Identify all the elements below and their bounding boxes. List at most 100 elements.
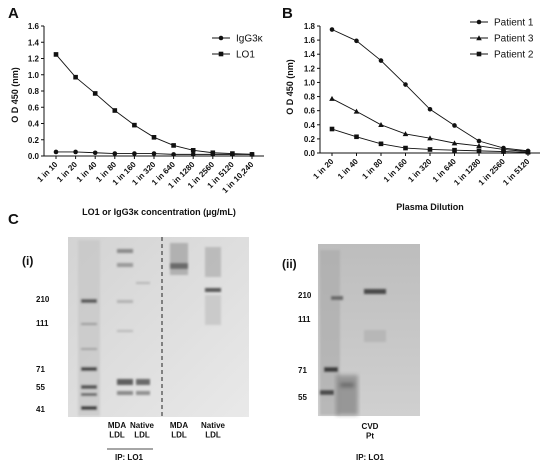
- chart-b-ylabel: O D 450 (nm): [285, 59, 295, 115]
- chartB-point: [427, 135, 433, 141]
- chartB-ytick-label: 1.4: [304, 50, 316, 59]
- chartB-ytick-label: 1.2: [304, 64, 316, 73]
- chartB-ytick-label: 0.2: [304, 135, 316, 144]
- chartB-point: [378, 58, 384, 63]
- chartB-point: [329, 27, 335, 32]
- chartA-xtick-label: 1 in 10: [35, 160, 59, 184]
- chartA-point: [230, 151, 235, 156]
- chartA-xtick-label: 1 in 40: [75, 160, 99, 184]
- chartB-ytick-label: 0.8: [304, 93, 316, 102]
- chart-b-xlabel: Plasma Dilution: [396, 202, 464, 212]
- chart-a-axes: 0.0 0.2 0.4 0.6 0.8 1.0 1.2 1.4 1.6 1 in 101 in 2…: [28, 22, 264, 195]
- chartB-ytick-label: 1.6: [304, 36, 316, 45]
- gel-i-lane-label: Native LDL: [130, 421, 155, 440]
- gel-ii-ip-label: IP: LO1: [356, 453, 385, 462]
- chartB-point: [378, 121, 384, 127]
- chartB-legend-label: Patient 2: [494, 50, 534, 61]
- chartA-point: [151, 135, 157, 140]
- gel-ii-lane-cvd: [364, 289, 386, 342]
- chartB-point: [501, 149, 506, 154]
- chartB-series-line-1: [331, 98, 529, 153]
- chart-a-marks: [53, 52, 255, 157]
- panel-label-b: B: [282, 5, 293, 22]
- chartB-point: [452, 147, 457, 153]
- chartB-legend-label: Patient 3: [494, 34, 534, 45]
- gel-ii-marker-55: 55: [298, 393, 307, 402]
- chartB-legend-label: Patient 1: [494, 18, 534, 29]
- chartB-point: [452, 123, 457, 128]
- gel-ii-marker-210: 210: [298, 291, 312, 300]
- chartA-point: [73, 149, 78, 155]
- chartA-ytick-label: 0.0: [28, 152, 40, 161]
- chartB-xtick-label: 1 in 20: [311, 157, 335, 181]
- chart-b: 0.00.20.40.60.81.01.21.41.61.81 in 20 1 i…: [285, 18, 540, 212]
- chart-b-legend: Patient 1 Patient 3 Patient 2: [470, 18, 534, 61]
- chartA-point: [210, 150, 216, 156]
- chartA-xtick-label: 1 in 20: [55, 160, 79, 184]
- panel-label-a: A: [8, 5, 19, 22]
- gel-ii: (ii) 210 111 71 55 CVD Pt IP: LO1: [282, 244, 420, 462]
- chartA-ytick-label: 0.2: [28, 136, 40, 145]
- chartA-ytick-label: 0.4: [28, 120, 40, 129]
- chartB-point: [354, 134, 359, 140]
- gel-i: (i): [22, 237, 249, 462]
- chartB-ytick-label: 1.0: [304, 78, 316, 87]
- chartB-point: [476, 138, 482, 144]
- chartA-point: [132, 151, 137, 156]
- chartA-point: [53, 52, 59, 57]
- chart-b-axes: 0.00.20.40.60.81.01.21.41.61.81 in 20 1 i…: [304, 22, 540, 187]
- chartA-legend-label: IgG3κ: [236, 34, 264, 45]
- chartA-point: [171, 152, 176, 157]
- gel-ii-lane-blur: [336, 375, 358, 415]
- chartB-xtick-label: 1 in 5120: [501, 157, 532, 188]
- chartB-point: [402, 131, 409, 137]
- chartB-point: [476, 143, 482, 149]
- chartB-xtick-label: 1 in 320: [406, 157, 434, 185]
- gel-i-lane-native-ip: [136, 282, 150, 395]
- chartA-legend-marker: [218, 35, 224, 41]
- chartB-legend-marker: [476, 51, 482, 57]
- chart-a-legend: IgG3κ LO1: [212, 34, 264, 61]
- chartA-point: [92, 150, 98, 156]
- gel-i-lane-native-input: [205, 247, 221, 325]
- chart-a-ylabel: O D 450 (nm): [10, 67, 20, 123]
- chartB-point: [427, 106, 433, 112]
- chartA-ytick-label: 1.0: [28, 71, 40, 80]
- chartB-point: [451, 140, 458, 146]
- chartA-point: [73, 74, 78, 80]
- chartB-xtick-label: 1 in 40: [336, 157, 360, 181]
- gel-i-marker-55: 55: [36, 383, 45, 392]
- gel-i-label: (i): [22, 254, 33, 268]
- chart-a-xlabel: LO1 or IgG3κ concentration (µg/mL): [82, 207, 236, 217]
- chart-b-marks: [329, 27, 531, 155]
- chartA-point: [112, 151, 118, 156]
- gel-i-marker-41: 41: [36, 405, 45, 414]
- chartA-point: [53, 149, 59, 155]
- chartA-ytick-label: 1.6: [28, 22, 40, 31]
- chartA-ytick-label: 1.2: [28, 55, 40, 64]
- gel-i-marker-210: 210: [36, 295, 50, 304]
- chartB-point: [427, 147, 433, 152]
- chartB-xtick-label: 1 in 160: [382, 157, 410, 185]
- chartA-legend-marker: [218, 51, 224, 57]
- chartB-legend-marker: [476, 19, 482, 25]
- chart-a: 0.0 0.2 0.4 0.6 0.8 1.0 1.2 1.4 1.6 1 in 101 in 2…: [10, 22, 264, 217]
- chartB-point: [354, 38, 359, 44]
- chartA-point: [249, 152, 255, 157]
- chartA-legend-label: LO1: [236, 50, 255, 61]
- chartA-point: [190, 152, 196, 157]
- gel-i-lane-mda-input: [170, 243, 188, 275]
- gel-i-lane-mda-ip: [117, 249, 133, 395]
- chartB-point: [329, 95, 335, 101]
- gel-ii-ladder: [320, 250, 343, 415]
- gel-ii-marker-71: 71: [298, 366, 307, 375]
- chartB-legend-marker: [476, 35, 482, 41]
- gel-i-lane-label: Native LDL: [201, 421, 226, 440]
- chartA-point: [171, 143, 176, 148]
- chartB-point: [329, 126, 335, 132]
- chartB-point: [525, 149, 531, 155]
- chartB-point: [476, 148, 482, 154]
- gel-ii-lane-label: CVD Pt: [362, 422, 379, 441]
- gel-ii-lane-label-text: CVD Pt: [362, 422, 379, 441]
